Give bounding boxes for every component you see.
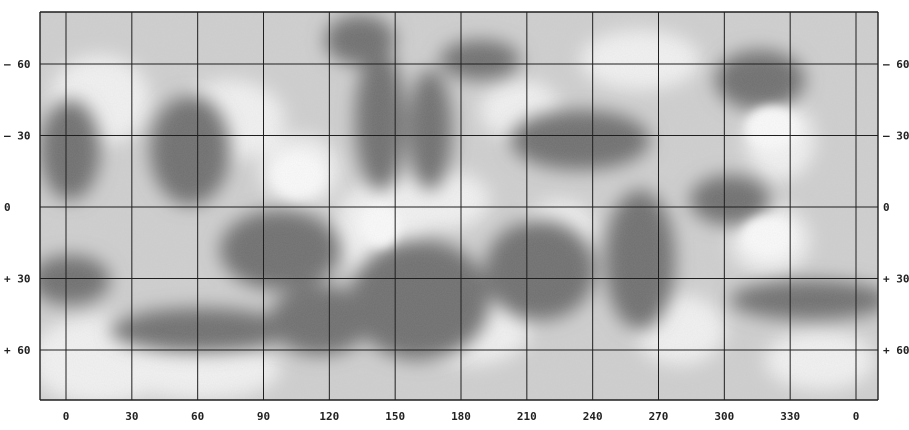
longitude-label: 30 [125,410,138,423]
latitude-label-right: – 60 [883,58,909,71]
latitude-label-left: – 30 [4,130,31,143]
latitude-label-left: + 60 [4,344,31,357]
longitude-label: 150 [385,410,405,423]
graticule-grid [39,11,879,401]
longitude-label: 60 [191,410,204,423]
surface-markings [40,12,878,400]
pencil-grain [40,12,878,400]
longitude-label: 0 [63,410,70,423]
latitude-label-left: + 30 [4,273,31,286]
longitude-label: 270 [649,410,669,423]
longitude-label: 240 [583,410,603,423]
longitude-label: 0 [853,410,860,423]
latitude-label-right: + 30 [883,273,909,286]
coordinate-labels: 0 30 60 90 120 150 180 210 240 270 300 330 0 – 60 – 60… [4,58,909,423]
latitude-label-right: – 30 [883,130,909,143]
longitude-label: 330 [780,410,800,423]
latitude-label-right: 0 [883,201,890,214]
longitude-label: 300 [714,410,734,423]
longitude-label: 90 [257,410,270,423]
longitude-label: 210 [517,410,537,423]
longitude-label: 120 [319,410,339,423]
latitude-label-right: + 60 [883,344,909,357]
latitude-label-left: – 60 [4,58,31,71]
latitude-label-left: 0 [4,201,11,214]
longitude-label: 180 [451,410,471,423]
